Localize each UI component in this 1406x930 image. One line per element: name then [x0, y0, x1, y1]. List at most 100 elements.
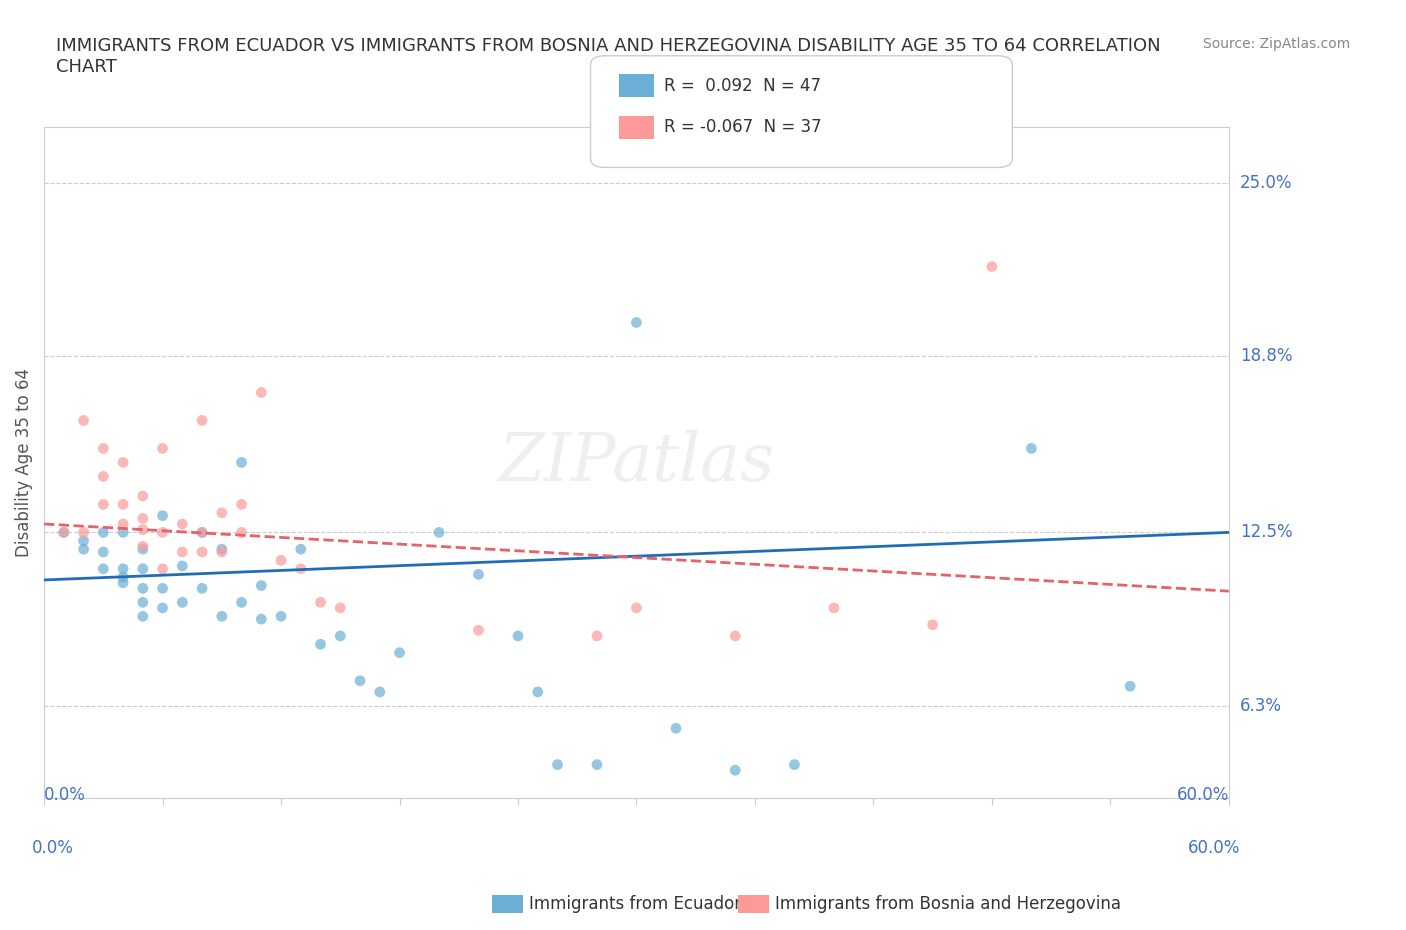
Point [172, 516, 194, 531]
Point [270, 609, 292, 624]
Point [783, 757, 806, 772]
Point [467, 623, 489, 638]
Point [250, 612, 273, 627]
Point [132, 542, 155, 557]
Point [211, 545, 233, 560]
Point [93, 545, 115, 560]
Point [112, 525, 135, 539]
Point [52, 525, 75, 539]
Point [152, 525, 174, 539]
Point [132, 488, 155, 503]
Point [152, 581, 174, 596]
Point [112, 516, 135, 531]
Point [626, 315, 648, 330]
Point [132, 581, 155, 596]
Point [172, 595, 194, 610]
Point [112, 570, 135, 585]
Point [231, 595, 253, 610]
Text: Immigrants from Ecuador: Immigrants from Ecuador [529, 895, 741, 913]
Text: Source: ZipAtlas.com: Source: ZipAtlas.com [1202, 37, 1350, 51]
Point [93, 525, 115, 539]
Point [368, 684, 391, 699]
Point [152, 601, 174, 616]
Point [52, 525, 75, 539]
Point [547, 757, 569, 772]
Text: IMMIGRANTS FROM ECUADOR VS IMMIGRANTS FROM BOSNIA AND HERZEGOVINA DISABILITY AGE: IMMIGRANTS FROM ECUADOR VS IMMIGRANTS FR… [56, 37, 1161, 76]
Point [467, 567, 489, 582]
Point [290, 542, 312, 557]
Point [112, 576, 135, 591]
Point [211, 542, 233, 557]
Point [132, 538, 155, 553]
Text: 0.0%: 0.0% [44, 786, 86, 804]
Point [526, 684, 548, 699]
Point [172, 545, 194, 560]
Text: 18.8%: 18.8% [1240, 347, 1292, 365]
Text: 0.0%: 0.0% [32, 839, 75, 857]
Point [309, 637, 332, 652]
Point [250, 385, 273, 400]
Point [132, 511, 155, 525]
Point [921, 618, 943, 632]
Point [586, 757, 609, 772]
Point [388, 645, 411, 660]
Point [132, 595, 155, 610]
Point [93, 497, 115, 512]
Point [152, 508, 174, 523]
Point [211, 505, 233, 520]
Point [191, 581, 214, 596]
Text: R =  0.092  N = 47: R = 0.092 N = 47 [664, 76, 821, 95]
Point [132, 609, 155, 624]
Point [980, 259, 1002, 274]
Point [72, 542, 94, 557]
Y-axis label: Disability Age 35 to 64: Disability Age 35 to 64 [15, 368, 32, 557]
Point [112, 562, 135, 577]
Point [132, 562, 155, 577]
Point [329, 629, 352, 644]
Point [506, 629, 529, 644]
Point [112, 455, 135, 470]
Point [586, 629, 609, 644]
Text: 60.0%: 60.0% [1177, 786, 1229, 804]
Point [72, 525, 94, 539]
Point [823, 601, 845, 616]
Point [231, 455, 253, 470]
Point [132, 522, 155, 537]
Point [191, 525, 214, 539]
Point [191, 413, 214, 428]
Point [349, 673, 371, 688]
Point [309, 595, 332, 610]
Point [172, 559, 194, 574]
Text: R = -0.067  N = 37: R = -0.067 N = 37 [664, 118, 821, 137]
Text: 60.0%: 60.0% [1188, 839, 1240, 857]
Point [626, 601, 648, 616]
Point [152, 562, 174, 577]
Point [270, 553, 292, 568]
Point [72, 413, 94, 428]
Point [112, 497, 135, 512]
Text: 25.0%: 25.0% [1240, 174, 1292, 192]
Point [152, 441, 174, 456]
Point [231, 497, 253, 512]
Point [93, 562, 115, 577]
Point [665, 721, 688, 736]
Point [724, 763, 747, 777]
Point [211, 609, 233, 624]
Point [191, 525, 214, 539]
Text: 6.3%: 6.3% [1240, 697, 1282, 715]
Point [191, 545, 214, 560]
Point [290, 562, 312, 577]
Point [231, 525, 253, 539]
Point [93, 441, 115, 456]
Text: Immigrants from Bosnia and Herzegovina: Immigrants from Bosnia and Herzegovina [775, 895, 1121, 913]
Text: ZIPatlas: ZIPatlas [498, 430, 775, 495]
Point [1119, 679, 1142, 694]
Point [93, 469, 115, 484]
Point [72, 533, 94, 548]
Point [724, 629, 747, 644]
Point [1021, 441, 1043, 456]
Text: 12.5%: 12.5% [1240, 524, 1292, 541]
Point [250, 578, 273, 593]
Point [427, 525, 450, 539]
Point [329, 601, 352, 616]
